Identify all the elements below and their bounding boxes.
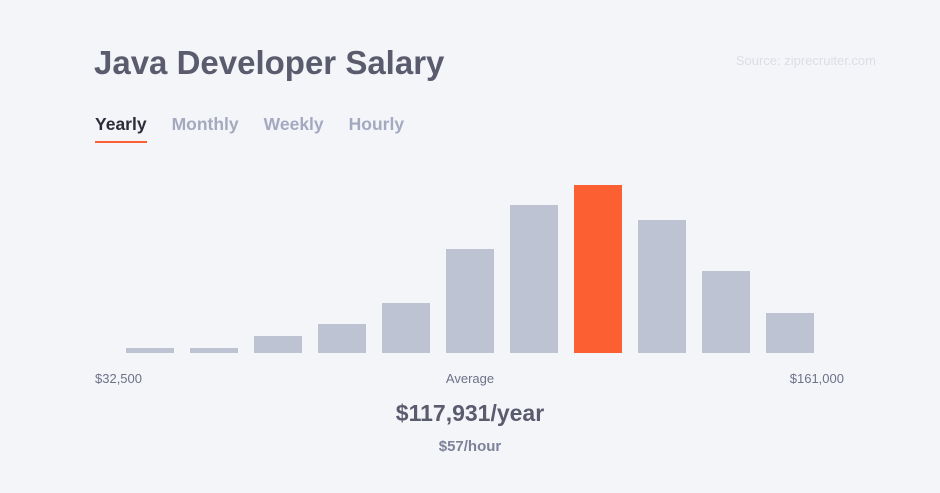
tab-yearly[interactable]: Yearly	[95, 114, 147, 143]
tab-weekly[interactable]: Weekly	[263, 114, 324, 134]
histogram-bar	[574, 185, 622, 353]
histogram-bar	[446, 249, 494, 353]
tab-hourly[interactable]: Hourly	[348, 114, 405, 134]
histogram-bar	[702, 271, 750, 353]
histogram-bar	[254, 336, 302, 353]
page-title: Java Developer Salary	[94, 44, 445, 81]
average-hourly-value: $57/hour	[438, 438, 502, 455]
histogram-bar	[766, 313, 814, 353]
histogram-bar	[190, 348, 238, 353]
tab-monthly[interactable]: Monthly	[171, 114, 239, 134]
histogram-bar	[638, 220, 686, 353]
average-salary-value: $117,931/year	[395, 400, 545, 426]
max-salary-label: $161,000	[789, 371, 844, 386]
source-label: Source: ziprecruiter.com	[735, 53, 876, 68]
histogram-bar	[510, 205, 558, 353]
histogram-bar	[382, 303, 430, 353]
period-tabs: Yearly Monthly Weekly Hourly	[95, 114, 429, 143]
average-label: Average	[445, 371, 495, 386]
min-salary-label: $32,500	[95, 371, 142, 386]
histogram-bar	[126, 348, 174, 353]
histogram-bar	[318, 324, 366, 353]
